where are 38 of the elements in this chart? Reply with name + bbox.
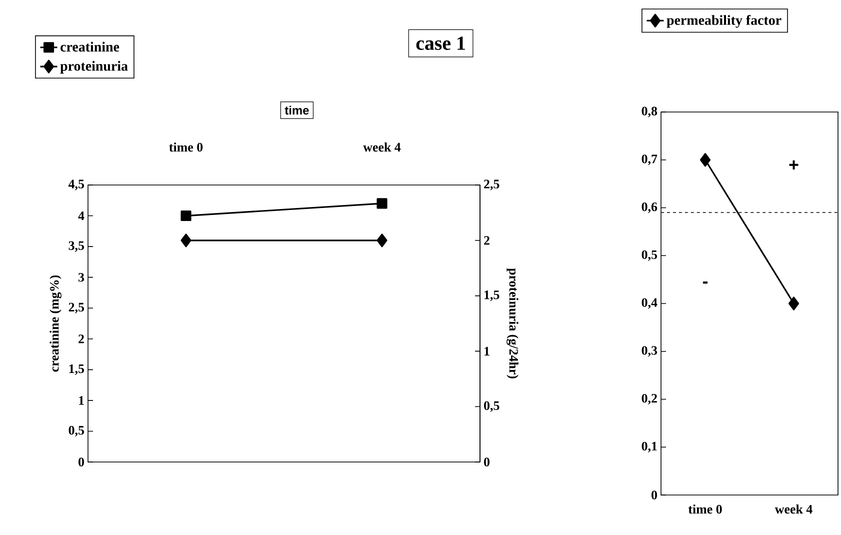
y-tick-label: 0,5 bbox=[68, 426, 84, 437]
y-tick-label: 0 bbox=[652, 490, 657, 500]
y-tick-label: 3,5 bbox=[68, 241, 84, 252]
y-tick-label: 0,3 bbox=[642, 346, 658, 357]
y2-tick-label: 2 bbox=[484, 236, 490, 245]
y-tick-label: 0,5 bbox=[642, 250, 658, 261]
annotation: - bbox=[702, 281, 708, 284]
y-tick-label: 0,2 bbox=[642, 394, 657, 405]
y2-tick-label: 1,5 bbox=[484, 290, 500, 302]
x-tick-label: time 0 bbox=[688, 504, 722, 514]
chart-title: case 1 bbox=[416, 36, 465, 50]
y2-tick-label: 2,5 bbox=[484, 180, 500, 190]
y2-axis-title: proteinuria (g/24hr) bbox=[506, 268, 518, 378]
annotation: + bbox=[789, 160, 798, 170]
y-tick-label: 1 bbox=[79, 396, 84, 405]
legend-label: permeability factor bbox=[666, 14, 782, 28]
y-tick-label: 0,4 bbox=[642, 298, 658, 309]
y-tick-label: 4 bbox=[78, 212, 84, 220]
x-tick-label: week 4 bbox=[774, 504, 812, 514]
y2-tick-label: 1 bbox=[484, 346, 490, 356]
y-tick-label: 2,5 bbox=[68, 302, 84, 314]
legend-label: creatinine bbox=[60, 42, 120, 52]
x-tick-label: time 0 bbox=[169, 142, 203, 152]
y-tick-label: 0 bbox=[78, 458, 84, 466]
y-tick-label: 0,7 bbox=[642, 154, 658, 166]
y-tick-label: 0,1 bbox=[642, 442, 657, 452]
y2-tick-label: 0,5 bbox=[484, 401, 500, 412]
y2-tick-label: 0 bbox=[484, 458, 490, 466]
y-tick-label: 2 bbox=[78, 334, 84, 344]
legend-label: proteinuria bbox=[60, 60, 128, 74]
x-axis-title: time bbox=[284, 106, 309, 115]
y-axis-title: creatinine (mg%) bbox=[50, 275, 62, 372]
y-tick-label: 3 bbox=[78, 272, 84, 282]
y-tick-label: 0,8 bbox=[642, 106, 658, 118]
y-tick-label: 0,6 bbox=[642, 202, 658, 214]
y-tick-label: 4,5 bbox=[68, 180, 84, 190]
x-tick-label: week 4 bbox=[363, 142, 401, 152]
y-tick-label: 1,5 bbox=[69, 364, 84, 375]
